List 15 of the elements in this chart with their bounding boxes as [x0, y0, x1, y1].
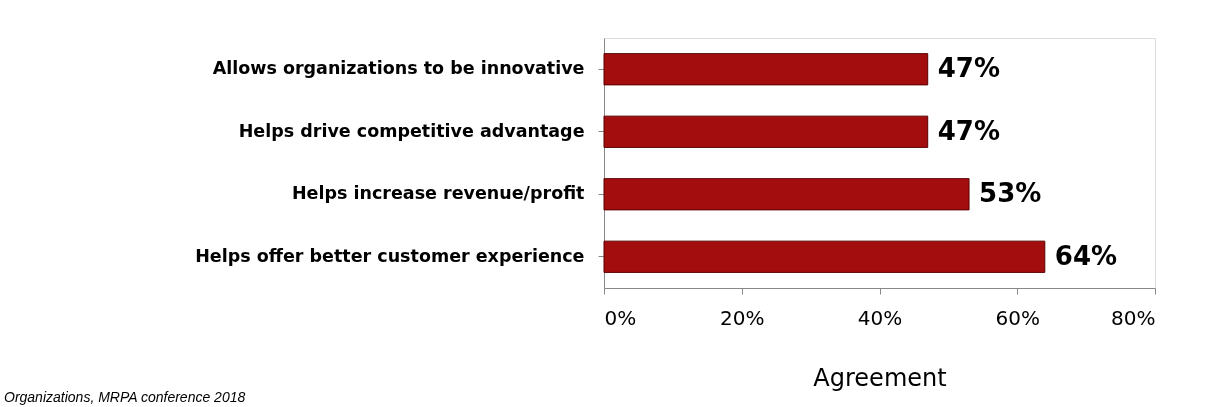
x-tick-label: 80%: [1111, 305, 1156, 330]
x-tick-label: 40%: [857, 305, 903, 330]
x-tick-label: 0%: [604, 305, 637, 330]
y-tick-label: Allows organizations to be innovative: [212, 58, 585, 79]
y-tick-label: Helps drive competitive advantage: [238, 120, 585, 141]
data-label: 47%: [937, 53, 1000, 84]
data-label: 47%: [937, 115, 1000, 146]
data-label: 53%: [979, 178, 1042, 209]
y-tick-label: Helps increase revenue/profit: [291, 183, 585, 204]
data-label: 64%: [1054, 240, 1118, 271]
x-axis-title: Agreement: [813, 363, 947, 392]
x-tick-label: 60%: [995, 305, 1040, 330]
y-tick-label: Helps offer better customer experience: [195, 245, 585, 266]
text: Organizations, MRPA conference 2018: [4, 389, 246, 405]
x-tick-label: 20%: [720, 305, 765, 330]
